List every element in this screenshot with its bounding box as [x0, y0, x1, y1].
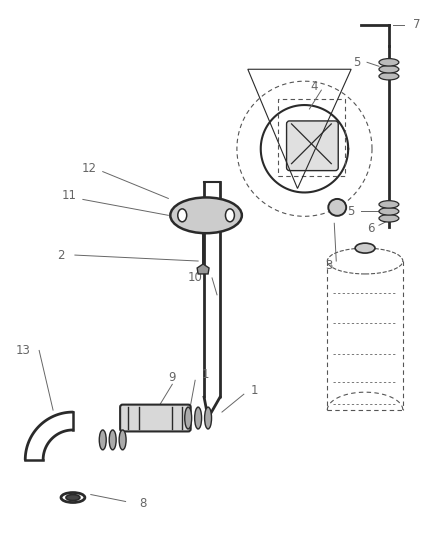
Text: 6: 6 — [367, 222, 375, 235]
Ellipse shape — [328, 199, 346, 216]
Ellipse shape — [379, 208, 399, 215]
Ellipse shape — [109, 430, 116, 450]
Ellipse shape — [99, 430, 106, 450]
Text: 7: 7 — [413, 18, 420, 31]
Text: 1: 1 — [201, 368, 209, 381]
Ellipse shape — [355, 243, 375, 253]
Text: 4: 4 — [311, 79, 318, 93]
Ellipse shape — [379, 59, 399, 66]
Ellipse shape — [178, 209, 187, 222]
Ellipse shape — [379, 215, 399, 222]
Polygon shape — [197, 264, 209, 274]
Text: 13: 13 — [16, 344, 31, 357]
FancyBboxPatch shape — [120, 405, 191, 431]
Ellipse shape — [379, 200, 399, 208]
Text: 11: 11 — [61, 189, 77, 202]
Text: 1: 1 — [251, 384, 258, 397]
Text: 12: 12 — [81, 162, 96, 175]
Text: 2: 2 — [57, 248, 65, 262]
Ellipse shape — [119, 430, 126, 450]
Text: 10: 10 — [188, 271, 203, 285]
Ellipse shape — [379, 72, 399, 80]
Ellipse shape — [226, 209, 234, 222]
Text: 9: 9 — [169, 371, 176, 384]
Ellipse shape — [66, 495, 80, 500]
Ellipse shape — [170, 197, 242, 233]
FancyBboxPatch shape — [286, 121, 338, 171]
Text: 5: 5 — [353, 56, 361, 69]
Text: 8: 8 — [139, 497, 146, 510]
Ellipse shape — [194, 407, 201, 429]
Text: 3: 3 — [325, 259, 333, 271]
Text: 5: 5 — [347, 205, 355, 218]
Ellipse shape — [185, 407, 192, 429]
Ellipse shape — [379, 66, 399, 73]
Ellipse shape — [205, 407, 212, 429]
